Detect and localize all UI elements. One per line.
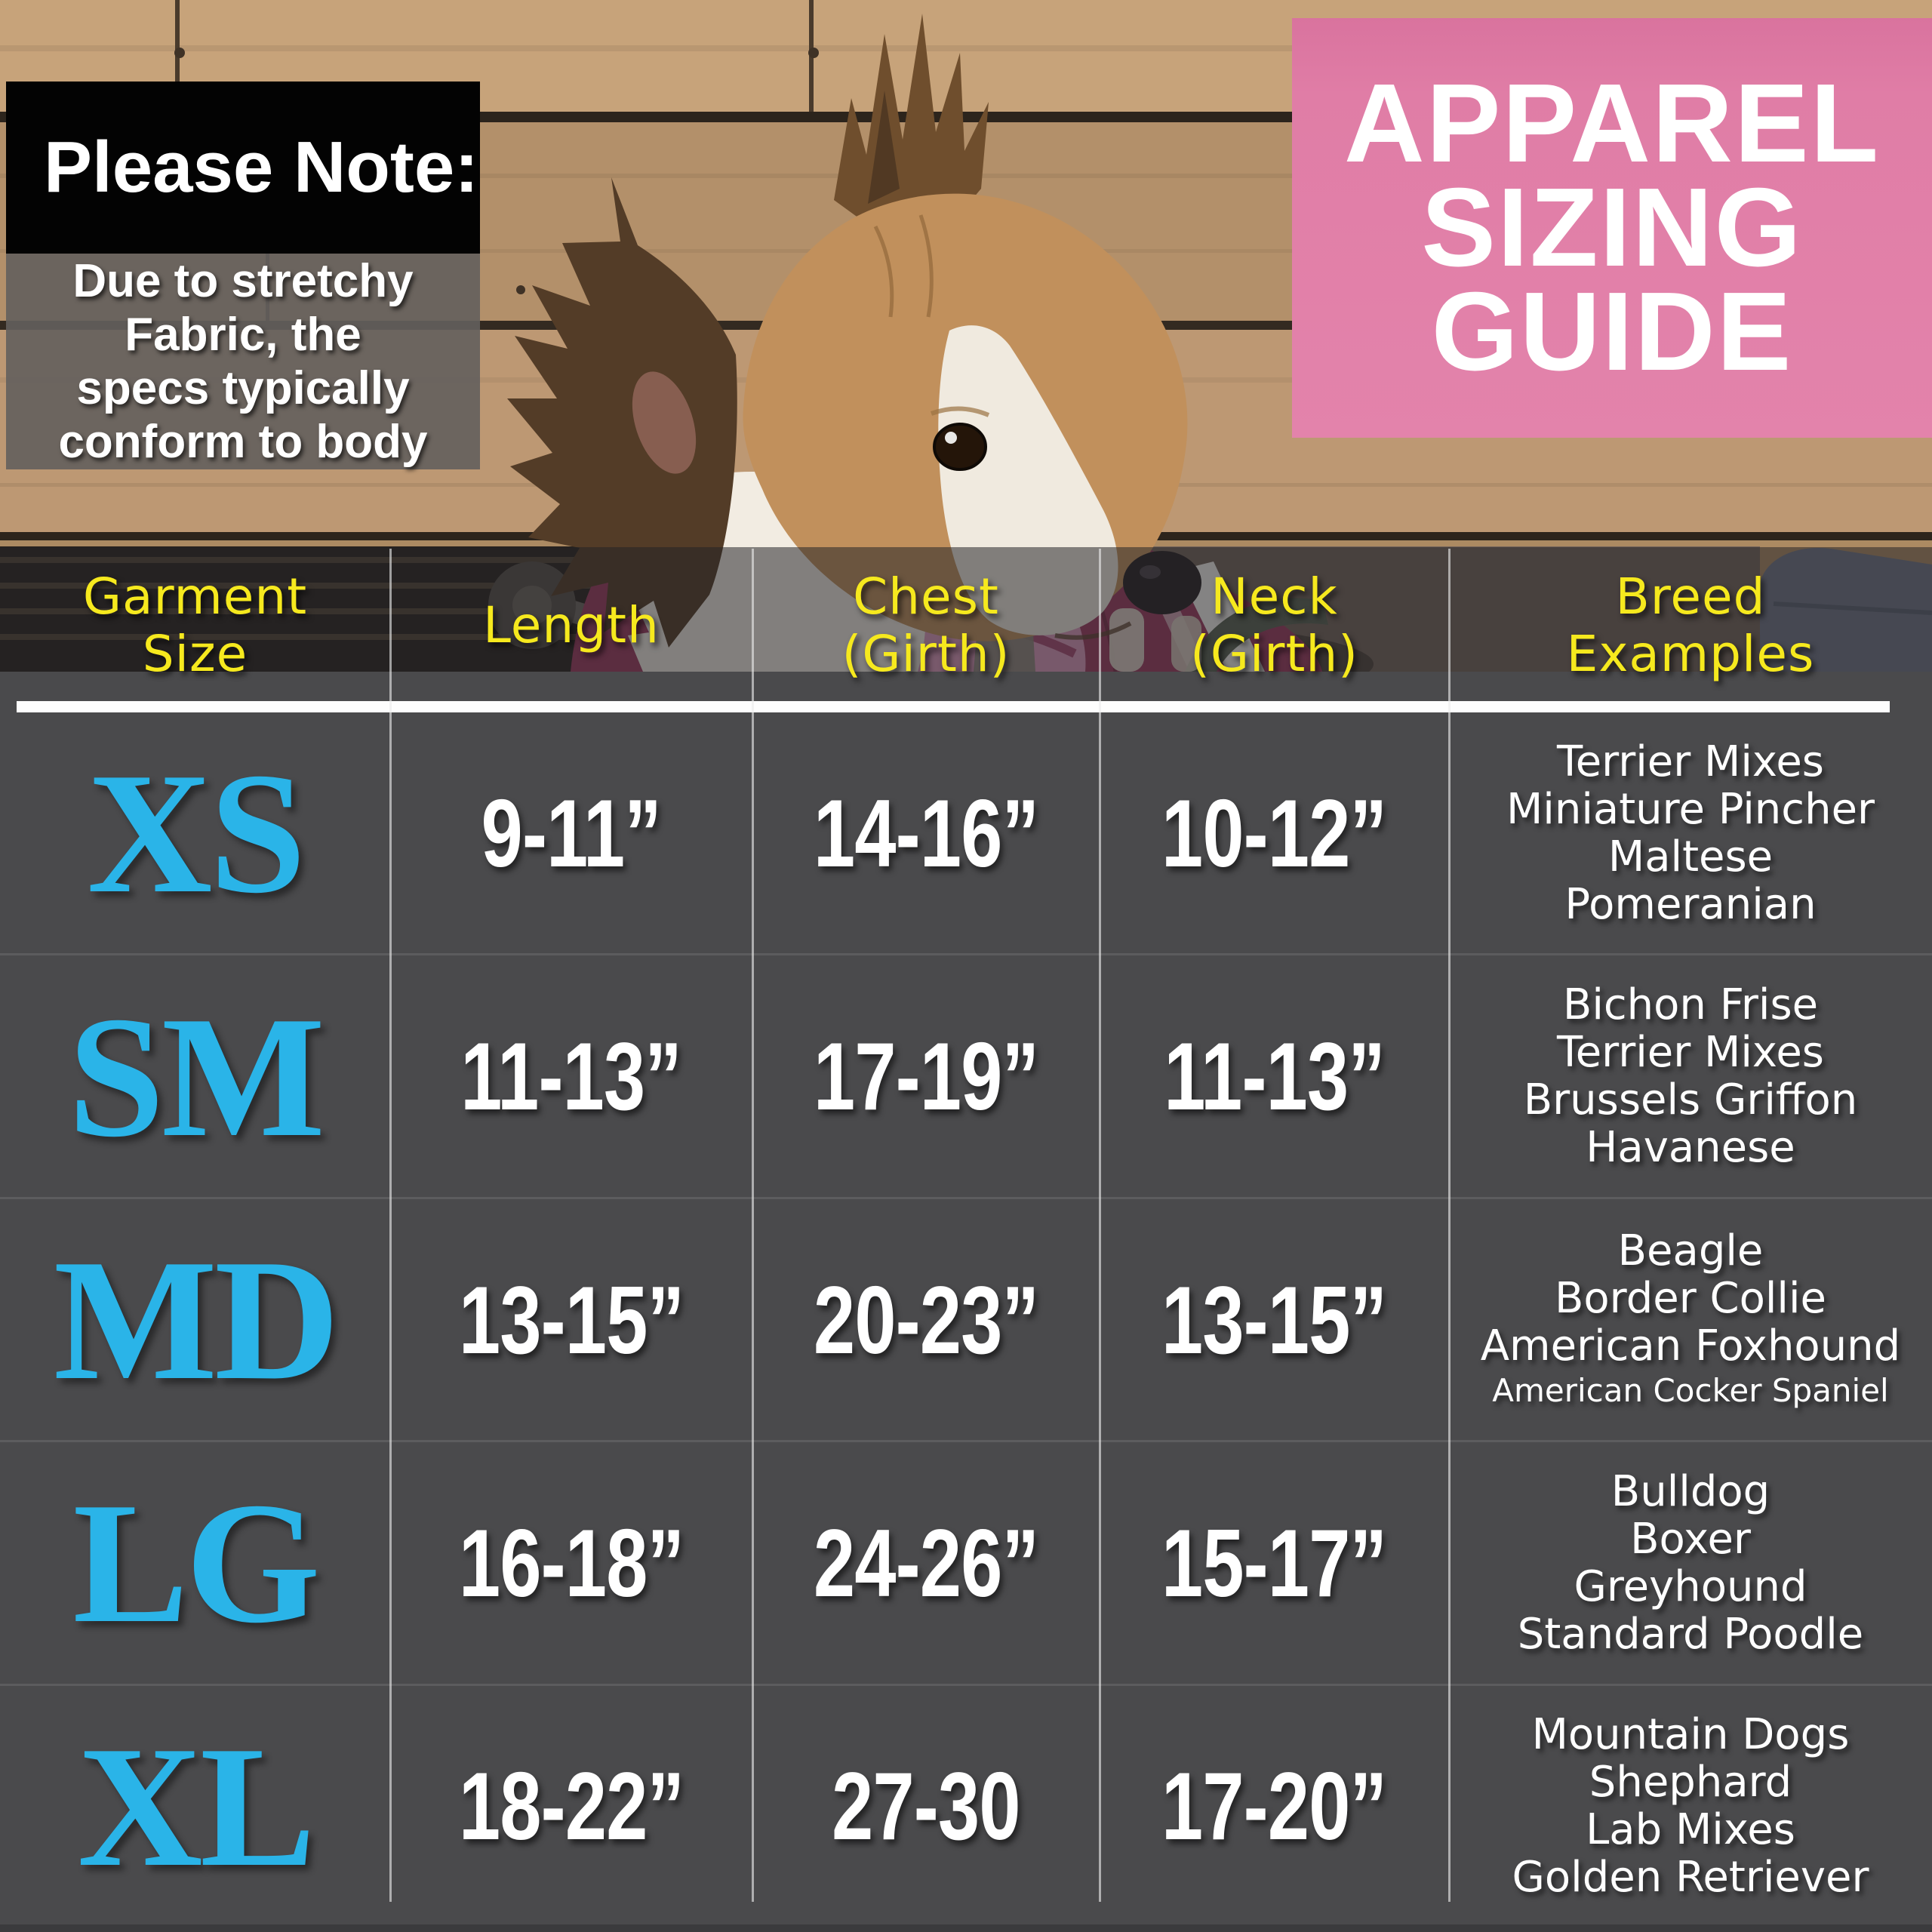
- neck-value: 13-15”: [1161, 1266, 1387, 1374]
- size-label: MD: [53, 1223, 340, 1417]
- header-divider-line: [17, 701, 1890, 712]
- chest-value: 20-23”: [813, 1266, 1039, 1374]
- table-row-sm: SM 11-13” 17-19” 11-13” Bichon Frise Ter…: [0, 953, 1932, 1196]
- header-length: Length: [483, 596, 660, 654]
- neck-value: 15-17”: [1161, 1509, 1387, 1617]
- breed-examples: Bulldog Boxer Greyhound Standard Poodle: [1517, 1466, 1864, 1659]
- column-divider: [389, 549, 392, 1902]
- neck-value: 17-20”: [1161, 1752, 1387, 1860]
- breed-examples: Bichon Frise Terrier Mixes Brussels Grif…: [1523, 980, 1858, 1173]
- please-note-box: Please Note:: [6, 82, 480, 254]
- column-divider: [1099, 549, 1101, 1902]
- length-value: 9-11”: [481, 779, 662, 887]
- note-line: conform to body: [58, 416, 428, 468]
- chest-value: 27-30: [832, 1752, 1020, 1860]
- size-label: XL: [77, 1709, 316, 1903]
- column-divider: [752, 549, 754, 1902]
- header-neck-girth: Neck (Girth): [1190, 568, 1358, 683]
- banner-line: APPAREL: [1343, 61, 1881, 186]
- table-background: [0, 672, 1932, 1932]
- chest-value: 14-16”: [813, 779, 1039, 887]
- size-label: XS: [87, 737, 306, 930]
- please-note-title: Please Note:: [44, 127, 479, 208]
- bottom-edge: [0, 1924, 1932, 1932]
- banner-line: GUIDE: [1431, 269, 1793, 394]
- chest-value: 17-19”: [813, 1023, 1039, 1131]
- size-label: SM: [68, 980, 325, 1173]
- breed-examples: Beagle Border Collie American Foxhound A…: [1480, 1226, 1901, 1410]
- chest-value: 24-26”: [813, 1509, 1039, 1617]
- breed-examples: Terrier Mixes Miniature Pincher Maltese …: [1506, 737, 1875, 929]
- table-header-row: Garment Size Length Chest (Girth) Neck (…: [0, 546, 1932, 706]
- banner-line: SIZING: [1421, 165, 1803, 290]
- neck-value: 11-13”: [1164, 1023, 1386, 1131]
- note-line: Due to stretchy: [72, 255, 414, 307]
- length-value: 11-13”: [460, 1023, 683, 1131]
- header-garment-size: Garment Size: [82, 568, 308, 683]
- size-table: XS 9-11” 14-16” 10-12” Terrier Mixes Min…: [0, 712, 1932, 1927]
- photo-dim-overlay: [0, 547, 1932, 672]
- header-breed-examples: Breed Examples: [1566, 568, 1815, 683]
- note-line: Fabric, the: [125, 309, 361, 361]
- neck-value: 10-12”: [1161, 779, 1387, 887]
- table-row-md: MD 13-15” 20-23” 13-15” Beagle Border Co…: [0, 1196, 1932, 1440]
- note-body-box: Due to stretchy Fabric, the specs typica…: [6, 254, 480, 469]
- length-value: 16-18”: [458, 1509, 685, 1617]
- length-value: 13-15”: [458, 1266, 685, 1374]
- note-line: specs typically: [76, 362, 410, 414]
- table-row-lg: LG 16-18” 24-26” 15-17” Bulldog Boxer Gr…: [0, 1440, 1932, 1683]
- table-row-xl: XL 18-22” 27-30 17-20” Mountain Dogs She…: [0, 1683, 1932, 1927]
- table-row-xs: XS 9-11” 14-16” 10-12” Terrier Mixes Min…: [0, 712, 1932, 953]
- apparel-sizing-guide-banner: APPAREL SIZING GUIDE: [1292, 18, 1932, 438]
- column-divider: [1448, 549, 1451, 1902]
- size-label: LG: [72, 1466, 320, 1660]
- breed-examples: Mountain Dogs Shephard Lab Mixes Golden …: [1512, 1710, 1869, 1903]
- length-value: 18-22”: [458, 1752, 685, 1860]
- header-chest-girth: Chest (Girth): [841, 568, 1011, 683]
